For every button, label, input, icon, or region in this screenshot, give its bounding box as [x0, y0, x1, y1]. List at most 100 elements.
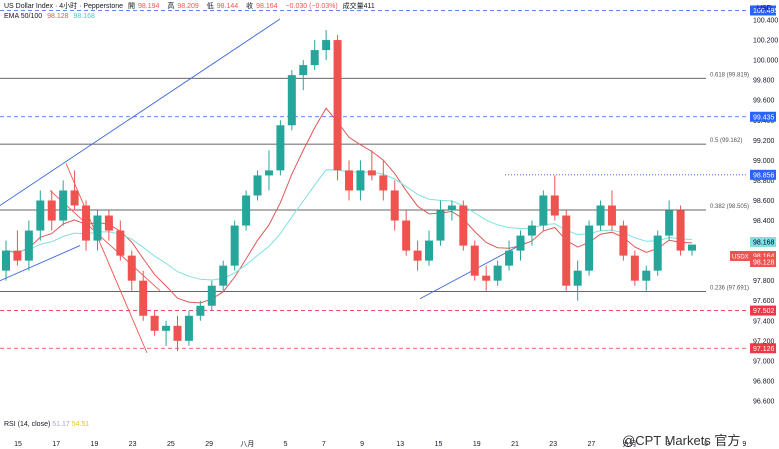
y-tick-label: 97.200 [753, 338, 775, 345]
candle-body [333, 40, 342, 171]
y-tick-label: 96.800 [753, 378, 775, 385]
trendline [49, 190, 161, 292]
y-tick-label: 97.000 [753, 358, 775, 365]
candle-body [619, 225, 628, 256]
trendline [0, 245, 81, 282]
level-tag-label: 100.495 [753, 8, 778, 15]
candle-body [539, 195, 548, 226]
candle-body [630, 255, 639, 281]
candle-body [642, 270, 651, 281]
low-value: 98.144 [216, 3, 239, 10]
x-tick-label: 29 [205, 441, 213, 448]
open-label: 開 [128, 3, 136, 10]
candle-body [665, 210, 674, 236]
fib-level-label: 0.618 (99.819) [710, 72, 749, 78]
price-tags: 100.495 99.435 98.856 97.502 97.126 USDX 98.16… [730, 5, 778, 354]
x-tick-label: 15 [14, 441, 22, 448]
candle-body [676, 210, 685, 251]
x-tick-label: 19 [91, 441, 99, 448]
y-tick-label: 97.600 [753, 298, 775, 305]
y-tick-label: 96.600 [753, 399, 775, 406]
candle-body [116, 230, 125, 256]
level-tag [750, 305, 776, 316]
price-tag [750, 251, 776, 261]
candle-body [253, 175, 262, 196]
candle-body [687, 244, 697, 251]
trendline [65, 163, 148, 354]
candle-body [104, 215, 113, 231]
candle-body [344, 170, 354, 191]
price-tag-label: 98.128 [753, 260, 775, 267]
fib-level-label: 0.382 (98.505) [710, 204, 749, 210]
x-tick-label: 17 [52, 441, 60, 448]
candle-body [413, 250, 422, 261]
candle-body [150, 315, 159, 331]
y-tick-label: 97.400 [753, 318, 775, 325]
candle-body [596, 205, 605, 226]
candle-body [493, 265, 502, 281]
high-label: 高 [167, 3, 175, 10]
candle-body [47, 200, 56, 221]
symbol-name: US Dollar Index · 4小时 · Pepperstone [4, 3, 124, 10]
level-tag-label: 99.435 [753, 114, 775, 121]
candle-body [36, 200, 45, 231]
open-value: 98.194 [138, 3, 160, 10]
candle-body [425, 240, 434, 261]
candle-body [184, 315, 193, 341]
candle-body [287, 75, 296, 126]
x-tick-label: 27 [588, 441, 596, 448]
candle-body [173, 325, 182, 341]
price-tag [750, 237, 776, 247]
x-tick-label: 23 [129, 441, 137, 448]
x-tick-label: 9 [742, 441, 746, 448]
candle-body [356, 170, 365, 191]
x-tick-label: 9 [360, 441, 364, 448]
y-tick-label: 99.800 [753, 78, 775, 85]
horizontal-levels: 0.618 (99.819) 0.5 (99.162) 0.382 (98.505)… [0, 10, 749, 349]
close-label: 收 [246, 3, 254, 10]
fib-level-label: 0.236 (97.691) [710, 286, 749, 292]
candle-body [162, 325, 171, 331]
level-tag-label: 97.126 [753, 346, 775, 353]
y-tick-label: 98.600 [753, 198, 775, 205]
price-tag-label: 98.168 [753, 240, 775, 247]
x-tick-label: 19 [473, 441, 481, 448]
candle-body [447, 205, 456, 211]
candle-body [482, 275, 491, 281]
fib-level-label: 0.5 (99.162) [710, 138, 742, 144]
y-tick-label: 100.400 [753, 18, 778, 25]
candle-body [527, 225, 536, 236]
y-tick-label: 99.000 [753, 158, 775, 165]
symbol-legend: US Dollar Index · 4小时 · Pepperstone 開 98.… [4, 2, 378, 12]
symbol-tag [730, 251, 750, 261]
currency-label: USD [757, 5, 772, 12]
candlesticks [1, 30, 697, 351]
high-value: 98.209 [177, 3, 199, 10]
y-tick-label: 99.600 [753, 98, 775, 105]
ema-fast-value: 98.128 [47, 13, 69, 20]
y-tick-label: 98.800 [753, 178, 775, 185]
candle-body [516, 235, 525, 251]
y-tick-label: 98.400 [753, 218, 775, 225]
candle-body [653, 235, 662, 271]
watermark: @CPT Markets 官方 [622, 433, 741, 448]
level-tag [750, 343, 776, 354]
x-tick-label: 7 [322, 441, 326, 448]
level-tag [750, 111, 776, 122]
ema-slow-value: 98.168 [73, 13, 95, 20]
candle-body [59, 190, 68, 221]
candle-body [13, 250, 22, 261]
x-tick-label: 13 [396, 441, 404, 448]
level-tag [750, 169, 776, 180]
level-tag-label: 97.502 [753, 308, 775, 315]
candle-body [1, 250, 11, 271]
rsi-value-2: 54.51 [71, 421, 90, 428]
candle-body [219, 265, 228, 286]
level-tag-label: 98.856 [753, 172, 775, 179]
x-tick-label: 八月 [240, 440, 254, 448]
symbol-tag-label: USDX [732, 255, 749, 261]
candle-body [607, 205, 616, 226]
x-tick-label: 5 [704, 441, 708, 448]
candle-body [379, 175, 388, 191]
